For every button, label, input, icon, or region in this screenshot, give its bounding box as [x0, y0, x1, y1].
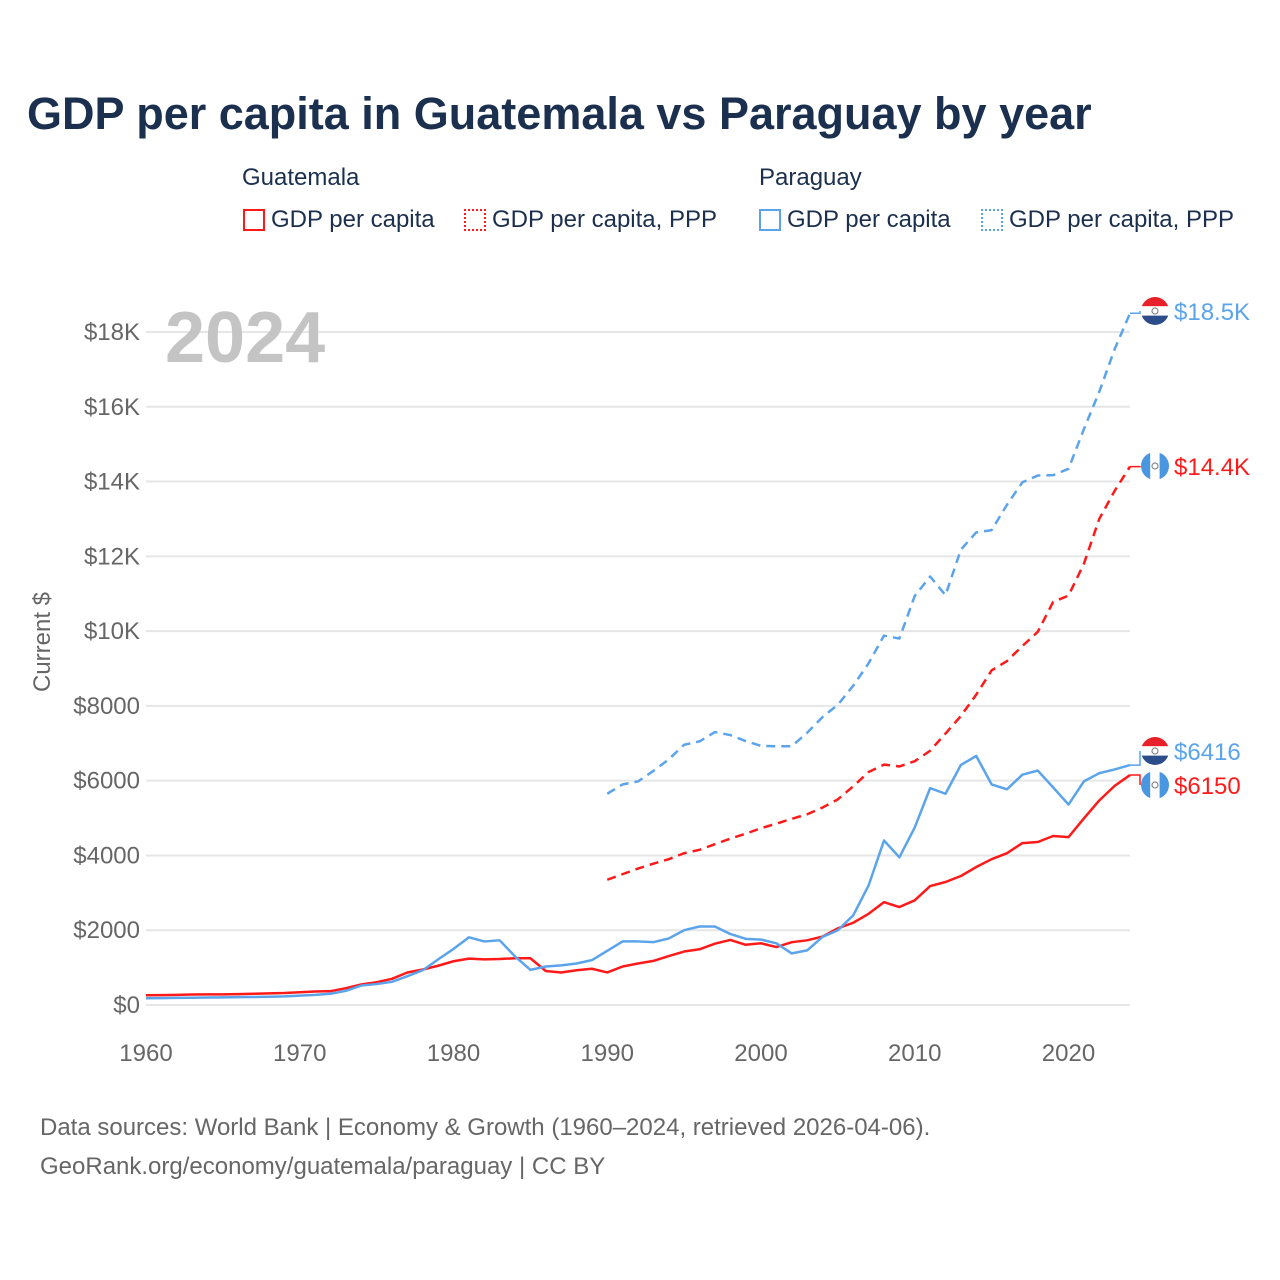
y-tick-label: $0 [113, 992, 140, 1019]
flag-guatemala-icon [1141, 452, 1169, 480]
year-label: 2024 [165, 298, 325, 378]
end-connector [1130, 751, 1141, 766]
x-tick-label: 1970 [273, 1040, 326, 1067]
y-tick-label: $12K [84, 543, 140, 570]
end-connector [1130, 465, 1141, 468]
y-tick-label: $6000 [73, 768, 140, 795]
x-tick-label: 2000 [734, 1040, 787, 1067]
series-line-paraguay-gdp [145, 754, 1131, 1000]
series-line-guatemala-gdp [145, 774, 1131, 997]
flag-paraguay-icon [1141, 297, 1169, 325]
legend-group-paraguay: Paraguay [759, 164, 862, 191]
legend-label: GDP per capita, PPP [492, 206, 717, 233]
y-tick-label: $10K [84, 618, 140, 645]
legend-paraguay-ppp[interactable]: GDP per capita, PPP [981, 206, 1234, 234]
footer-link[interactable]: GeoRank.org/economy/guatemala/paraguay |… [40, 1153, 606, 1180]
x-tick-label: 1980 [427, 1040, 480, 1067]
flag-stripe [1141, 755, 1169, 765]
legend-group-guatemala: Guatemala [242, 164, 360, 191]
y-tick-label: $18K [84, 319, 140, 346]
y-tick-label: $16K [84, 394, 140, 421]
flag-emblem [1151, 307, 1159, 315]
flag-stripe [1141, 297, 1169, 307]
end-value-label: $18.5K [1174, 299, 1250, 326]
flag-stripe [1141, 452, 1151, 480]
flag-stripe [1141, 737, 1169, 747]
flag-emblem [1151, 781, 1159, 789]
x-tick-label: 2010 [888, 1040, 941, 1067]
series-line-guatemala-ppp [606, 465, 1132, 881]
flag-stripe [1141, 315, 1169, 325]
legend-guatemala-ppp[interactable]: GDP per capita, PPP [464, 206, 717, 234]
legend-swatch [981, 209, 1003, 231]
end-value-label: $6416 [1174, 739, 1241, 766]
end-value-label: $14.4K [1174, 454, 1250, 481]
end-connector [1130, 311, 1141, 315]
flag-stripe [1159, 452, 1169, 480]
x-tick-label: 1960 [119, 1040, 172, 1067]
legend-label: GDP per capita [787, 206, 951, 233]
legend-label: GDP per capita, PPP [1009, 206, 1234, 233]
footer-sources: Data sources: World Bank | Economy & Gro… [40, 1114, 931, 1141]
flag-guatemala-icon [1141, 771, 1169, 799]
y-tick-label: $4000 [73, 842, 140, 869]
flag-stripe [1150, 771, 1160, 799]
end-value-label: $6150 [1174, 773, 1241, 800]
y-tick-label: $14K [84, 469, 140, 496]
legend-label: GDP per capita [271, 206, 435, 233]
legend-swatch [759, 209, 781, 231]
y-tick-label: $8000 [73, 693, 140, 720]
y-axis-label: Current $ [29, 592, 56, 692]
flag-emblem [1151, 462, 1159, 470]
flag-stripe [1159, 771, 1169, 799]
legend-guatemala-gdp[interactable]: GDP per capita [243, 206, 435, 234]
flag-stripe [1150, 452, 1160, 480]
flag-emblem [1151, 747, 1159, 755]
flag-paraguay-icon [1141, 737, 1169, 765]
series-line-paraguay-ppp [606, 312, 1132, 795]
x-tick-label: 2020 [1042, 1040, 1095, 1067]
y-tick-label: $2000 [73, 917, 140, 944]
legend-swatch [464, 209, 486, 231]
flag-stripe [1141, 771, 1151, 799]
legend-swatch [243, 209, 265, 231]
legend-paraguay-gdp[interactable]: GDP per capita [759, 206, 951, 234]
flag-stripe [1141, 746, 1169, 756]
chart-title: GDP per capita in Guatemala vs Paraguay … [27, 88, 1092, 139]
flag-stripe [1141, 306, 1169, 316]
x-tick-label: 1990 [581, 1040, 634, 1067]
end-connector [1130, 774, 1141, 785]
